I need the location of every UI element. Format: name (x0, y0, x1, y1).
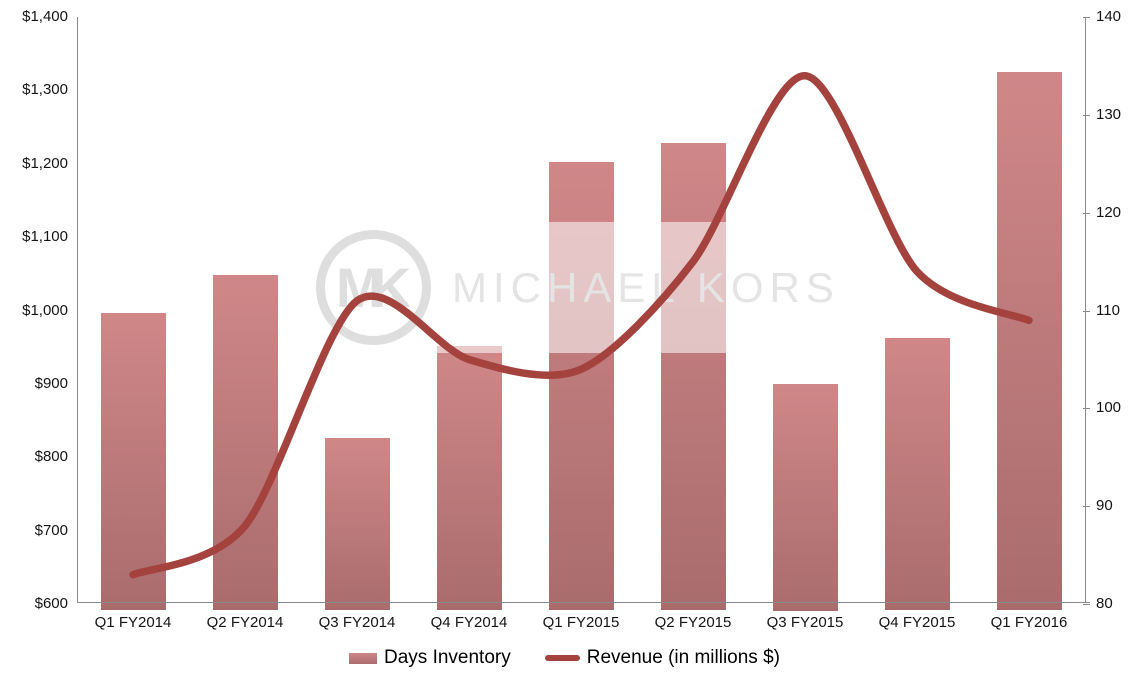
bar-days-inventory (884, 338, 950, 611)
right-axis-tick-label: 130 (1096, 105, 1122, 123)
x-axis-label: Q4 FY2015 (878, 614, 956, 631)
right-axis-tick-label: 110 (1096, 301, 1120, 319)
right-axis-line (1085, 17, 1086, 603)
x-axis-label: Q2 FY2015 (654, 614, 732, 631)
right-axis-tickmark (1083, 604, 1090, 606)
left-axis-tick-label: $600 (34, 595, 68, 613)
bar-days-inventory (324, 438, 390, 611)
watermark: MK MICHAEL KORS (300, 222, 834, 353)
right-axis-tickmark (1083, 310, 1090, 312)
bar-days-inventory (100, 312, 166, 611)
legend-item-days-inventory: Days Inventory (349, 646, 511, 670)
right-axis-tick-label: 140 (1096, 8, 1122, 25)
legend-item-revenue: Revenue (in millions $) (544, 646, 780, 670)
right-axis-tickmark (1083, 114, 1090, 116)
x-axis-label: Q1 FY2016 (990, 614, 1068, 631)
left-axis-tick-label: $900 (34, 375, 68, 392)
left-axis-tick-label: $1,300 (22, 81, 68, 99)
legend-label: Revenue (in millions $) (586, 647, 780, 668)
x-axis-line (77, 602, 1090, 603)
left-axis-tick-label: $1,100 (22, 228, 68, 246)
x-axis-label: Q1 FY2014 (94, 614, 172, 631)
line-swatch-icon (544, 655, 580, 661)
bar-swatch-icon (349, 652, 377, 664)
x-axis-label: Q2 FY2014 (206, 614, 284, 631)
right-axis-tickmark (1083, 408, 1090, 410)
right-axis-tick-label: 80 (1096, 595, 1113, 613)
right-axis-tickmark (1083, 506, 1090, 508)
right-axis-tick-label: 90 (1096, 497, 1113, 515)
left-axis-tick-label: $800 (34, 448, 68, 466)
right-axis-tick-label: 100 (1096, 399, 1122, 417)
right-axis-tickmark (1083, 17, 1090, 18)
right-axis-tickmark (1083, 212, 1090, 214)
left-axis-tick-label: $1,400 (22, 8, 68, 25)
left-axis-tick-label: $1,200 (22, 154, 68, 172)
bar-days-inventory (772, 384, 838, 611)
x-axis-label: Q4 FY2014 (430, 614, 508, 631)
right-axis-tick-label: 120 (1096, 203, 1122, 221)
bar-days-inventory (212, 274, 278, 611)
bar-days-inventory (436, 345, 502, 611)
brand-name-text: MICHAEL KORS (452, 263, 840, 311)
chart-legend: Days Inventory Revenue (in millions $) (0, 644, 1129, 672)
left-axis-tick-label: $1,000 (22, 301, 68, 319)
left-axis-line (77, 17, 78, 603)
legend-label: Days Inventory (384, 647, 511, 668)
x-axis-label: Q1 FY2015 (542, 614, 620, 631)
bar-days-inventory (996, 72, 1062, 611)
x-axis-label: Q3 FY2014 (318, 614, 396, 631)
x-axis-label: Q3 FY2015 (766, 614, 844, 631)
left-axis-tick-label: $700 (34, 521, 68, 539)
